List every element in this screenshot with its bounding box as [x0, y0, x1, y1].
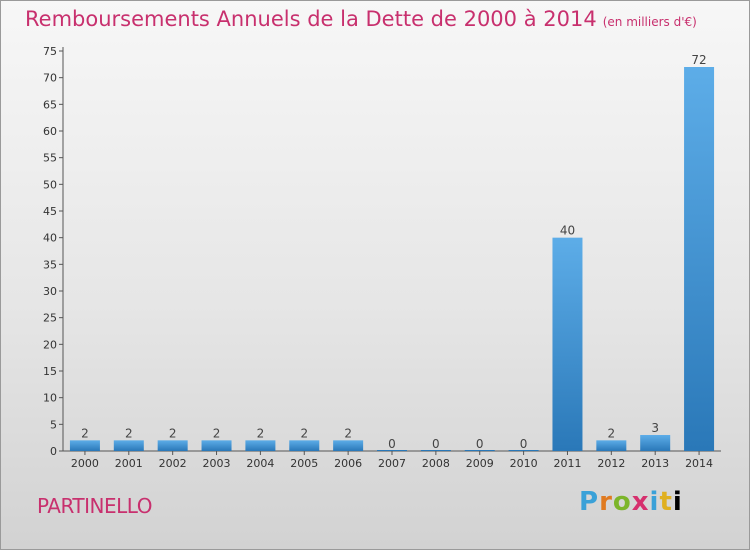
- y-tick-label: 25: [43, 312, 57, 325]
- x-tick-label: 2013: [641, 457, 669, 470]
- x-tick-label: 2012: [597, 457, 625, 470]
- y-tick-label: 55: [43, 152, 57, 165]
- bar: [640, 435, 671, 451]
- x-tick-label: 2001: [115, 457, 143, 470]
- chart-title: Remboursements Annuels de la Dette de 20…: [25, 7, 697, 31]
- y-tick-label: 75: [43, 45, 57, 58]
- data-label: 0: [476, 437, 484, 451]
- x-tick-label: 2003: [203, 457, 231, 470]
- chart-subtitle: (en milliers d'€): [602, 15, 697, 29]
- x-tick-label: 2011: [553, 457, 581, 470]
- bar: [420, 450, 451, 451]
- x-tick-label: 2005: [290, 457, 318, 470]
- title-text: Remboursements Annuels de la Dette de 20…: [25, 7, 597, 31]
- bar: [377, 450, 407, 451]
- bar: [157, 440, 188, 451]
- data-label: 72: [691, 53, 706, 67]
- data-label: 2: [608, 426, 616, 440]
- logo-letter: t: [659, 487, 673, 517]
- x-tick-label: 2002: [159, 457, 187, 470]
- data-label: 2: [257, 426, 265, 440]
- proxiti-logo: Proxiti: [579, 487, 683, 517]
- bar: [684, 67, 715, 451]
- logo-letter: x: [631, 487, 650, 517]
- y-tick-label: 0: [50, 445, 57, 458]
- y-tick-label: 10: [43, 392, 57, 405]
- data-label: 2: [125, 426, 133, 440]
- bar: [289, 440, 320, 451]
- chart-labels: 2000220012200222003220042200522006220070…: [71, 53, 713, 470]
- data-label: 2: [300, 426, 308, 440]
- commune-name: PARTINELLO: [37, 494, 152, 518]
- y-tick-label: 70: [43, 72, 57, 85]
- data-label: 0: [388, 437, 396, 451]
- y-tick-label: 35: [43, 258, 57, 271]
- logo-letter: o: [612, 487, 632, 517]
- data-label: 2: [81, 426, 89, 440]
- x-tick-label: 2014: [685, 457, 713, 470]
- data-label: 2: [169, 426, 177, 440]
- bar: [69, 440, 100, 451]
- y-tick-label: 40: [43, 232, 57, 245]
- logo-letter: r: [599, 487, 613, 517]
- x-tick-label: 2006: [334, 457, 362, 470]
- y-tick-label: 15: [43, 365, 57, 378]
- x-tick-label: 2007: [378, 457, 406, 470]
- bar: [201, 440, 232, 451]
- bar: [113, 440, 144, 451]
- bar: [596, 440, 627, 451]
- x-tick-label: 2008: [422, 457, 450, 470]
- y-tick-label: 5: [50, 418, 57, 431]
- bar: [333, 440, 364, 451]
- y-tick-label: 30: [43, 285, 57, 298]
- data-label: 2: [213, 426, 221, 440]
- bar: [508, 450, 539, 451]
- x-tick-label: 2010: [510, 457, 538, 470]
- data-label: 40: [560, 224, 575, 238]
- logo-letter: i: [649, 487, 660, 517]
- y-tick-label: 50: [43, 178, 57, 191]
- bar: [464, 450, 495, 451]
- y-tick-label: 45: [43, 205, 57, 218]
- data-label: 3: [651, 421, 659, 435]
- x-tick-label: 2009: [466, 457, 494, 470]
- logo-letter: i: [672, 487, 683, 517]
- y-tick-label: 65: [43, 98, 57, 111]
- y-tick-label: 60: [43, 125, 57, 138]
- y-tick-label: 20: [43, 338, 57, 351]
- x-tick-label: 2004: [246, 457, 274, 470]
- data-label: 0: [520, 437, 528, 451]
- chart-bars: [69, 67, 715, 451]
- x-tick-label: 2000: [71, 457, 99, 470]
- bar: [245, 440, 276, 451]
- data-label: 2: [344, 426, 352, 440]
- data-label: 0: [432, 437, 440, 451]
- logo-letter: P: [579, 487, 600, 517]
- bar: [552, 237, 583, 451]
